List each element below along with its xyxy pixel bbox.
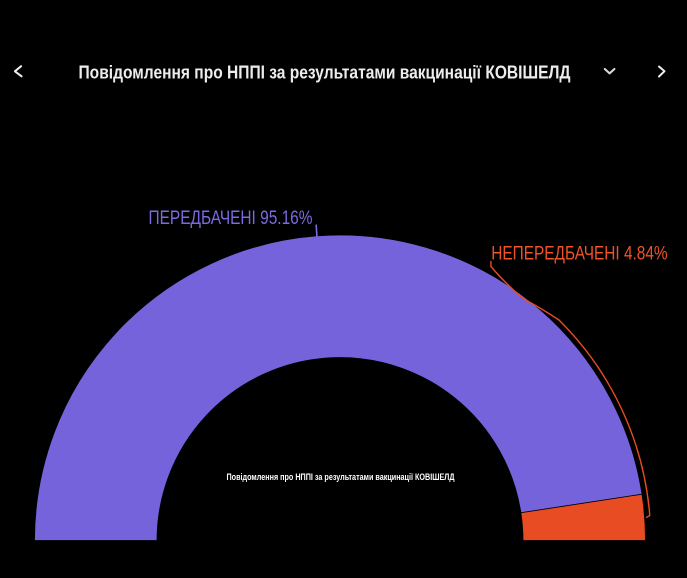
svg-text:Повідомлення про НППІ за резул: Повідомлення про НППІ за результатами ва… xyxy=(227,472,455,483)
svg-text:Повідомлення про НППІ за резул: Повідомлення про НППІ за результатами ва… xyxy=(79,62,571,82)
svg-text:НЕПЕРЕДБАЧЕНІ 4.84%: НЕПЕРЕДБАЧЕНІ 4.84% xyxy=(491,244,667,265)
svg-text:ПЕРЕДБАЧЕНІ 95.16%: ПЕРЕДБАЧЕНІ 95.16% xyxy=(149,208,313,229)
